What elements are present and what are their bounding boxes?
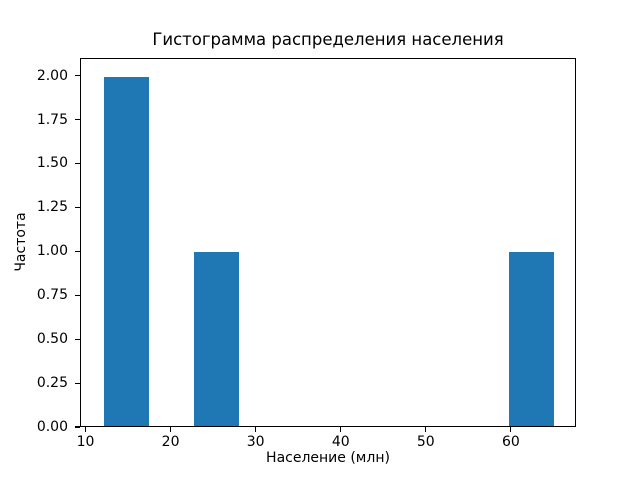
x-tick-mark [255, 427, 257, 432]
x-tick-label: 30 [246, 434, 265, 450]
y-tick-mark [75, 250, 80, 252]
x-tick-label: 50 [416, 434, 435, 450]
y-tick-mark [75, 118, 80, 121]
x-tick-mark [510, 427, 512, 432]
x-tick-label: 60 [501, 434, 520, 450]
y-tick-mark [75, 294, 80, 296]
y-tick-label: 2.00 [36, 67, 68, 84]
y-tick-mark [75, 382, 80, 384]
y-tick-mark [75, 206, 80, 208]
y-tick-label: 0.25 [36, 375, 68, 392]
y-tick-label: 1.75 [36, 111, 68, 128]
x-tick-label: 10 [76, 434, 95, 450]
y-tick-mark [75, 162, 80, 164]
y-tick-label: 1.00 [36, 243, 68, 260]
y-tick-label: 0.50 [36, 331, 68, 348]
histogram-bar [509, 252, 555, 426]
y-tick-mark [75, 75, 80, 77]
y-tick-label: 0.75 [36, 287, 68, 304]
y-axis-label: Частота [13, 212, 29, 272]
x-tick-label: 20 [161, 434, 180, 450]
histogram-bar [193, 252, 239, 426]
chart-title: Гистограмма распределения населения [152, 30, 504, 49]
x-tick-mark [340, 427, 342, 432]
x-tick-mark [425, 427, 427, 432]
x-axis-label: Население (млн) [266, 450, 390, 466]
y-tick-mark [75, 338, 80, 340]
x-tick-mark [170, 427, 172, 432]
histogram-bar [103, 76, 149, 426]
y-tick-label: 1.50 [36, 155, 68, 172]
plot-area [80, 58, 576, 427]
y-tick-label: 1.25 [36, 199, 68, 216]
y-tick-label: 0.00 [36, 419, 68, 435]
x-tick-mark [84, 427, 87, 432]
x-tick-label: 40 [331, 434, 350, 450]
y-tick-mark [75, 426, 80, 428]
